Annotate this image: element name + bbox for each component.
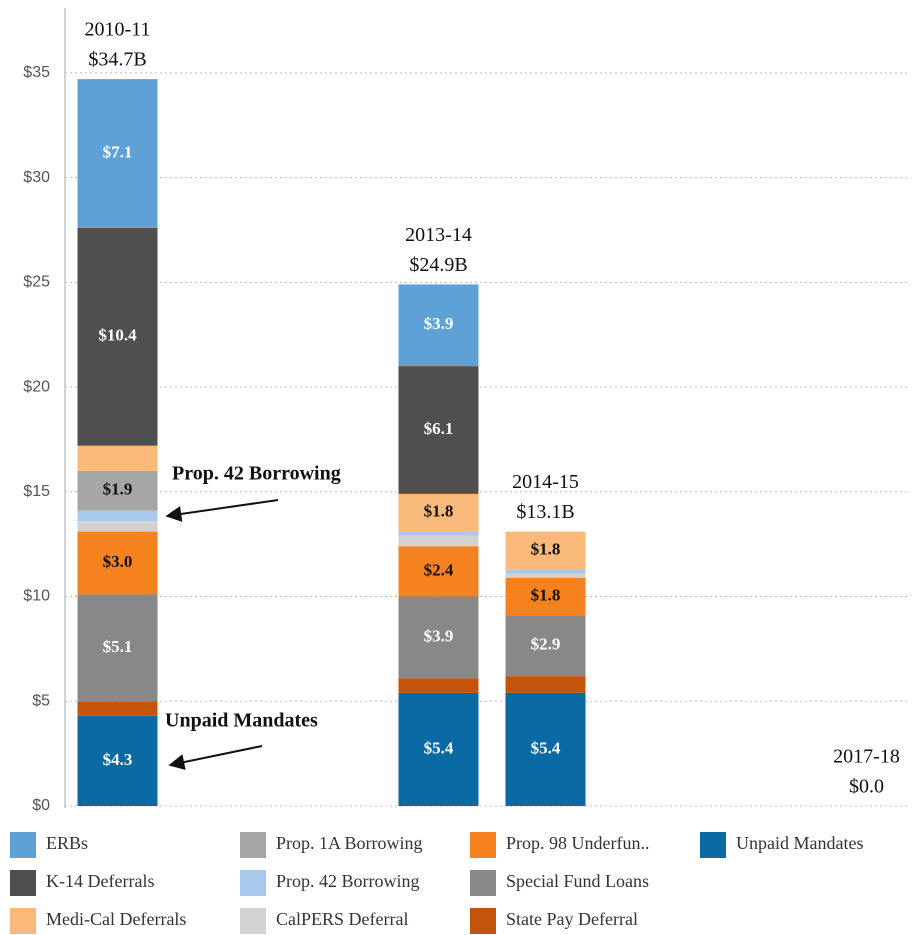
data-label: $7.1 bbox=[103, 142, 133, 161]
bar-segment bbox=[505, 531, 586, 570]
data-label: $1.8 bbox=[531, 539, 561, 558]
bar-segment bbox=[77, 521, 158, 532]
plot-area: $0 $5 $10 $15 $20 $25 $30 $35 $4.3 $5.1 $3.0 $1.9 $1… bbox=[23, 19, 910, 814]
bar-segment bbox=[505, 569, 586, 574]
data-label: $2.9 bbox=[531, 635, 561, 654]
annotation: Prop. 42 Borrowing bbox=[172, 463, 341, 485]
data-label: $1.9 bbox=[103, 480, 133, 499]
data-label: $4.3 bbox=[103, 750, 133, 769]
data-label: $3.9 bbox=[424, 314, 454, 333]
legend-swatch bbox=[700, 832, 726, 858]
category-label: 2013-14 bbox=[405, 224, 472, 246]
total-label: $0.0 bbox=[849, 776, 884, 798]
data-label: $6.1 bbox=[424, 419, 454, 438]
bar-segment bbox=[398, 596, 479, 679]
data-label: $1.8 bbox=[424, 502, 454, 521]
category-label: 2014-15 bbox=[512, 471, 579, 493]
legend-label: Prop. 42 Borrowing bbox=[276, 871, 420, 891]
bar-segment bbox=[398, 493, 479, 532]
bar-segment bbox=[505, 577, 586, 616]
bar-segment bbox=[505, 615, 586, 677]
bar-segment bbox=[398, 366, 479, 494]
annotation: Unpaid Mandates bbox=[165, 710, 318, 732]
data-label: $1.8 bbox=[531, 585, 561, 604]
legend-label: Unpaid Mandates bbox=[736, 833, 863, 853]
total-label: $13.1B bbox=[516, 501, 574, 523]
bar-segment bbox=[398, 531, 479, 536]
annotation-arrow bbox=[165, 499, 279, 522]
bar-segment bbox=[77, 227, 158, 446]
legend-label: Medi-Cal Deferrals bbox=[46, 909, 186, 929]
bar-segment bbox=[77, 445, 158, 471]
bar-segment bbox=[77, 470, 158, 511]
legend: ERBs K-14 Deferrals Medi-Cal Deferrals Prop… bbox=[10, 832, 863, 934]
legend-swatch bbox=[240, 908, 266, 934]
legend-swatch bbox=[240, 832, 266, 858]
bar-segment bbox=[77, 531, 158, 595]
legend-swatch bbox=[10, 832, 36, 858]
data-label: $3.0 bbox=[103, 552, 133, 571]
bar-segment bbox=[398, 692, 479, 806]
bar-segment bbox=[398, 284, 479, 367]
bar-segment bbox=[398, 535, 479, 547]
bar-segment bbox=[505, 676, 586, 693]
data-label: $5.4 bbox=[531, 738, 561, 757]
legend-swatch bbox=[470, 870, 496, 896]
bar-segment bbox=[77, 715, 158, 806]
y-tick-label: $35 bbox=[23, 64, 50, 81]
y-tick-label: $30 bbox=[23, 169, 50, 186]
legend-label: K-14 Deferrals bbox=[46, 871, 154, 891]
legend-swatch bbox=[10, 908, 36, 934]
legend-label: Prop. 1A Borrowing bbox=[276, 833, 423, 853]
legend-swatch bbox=[240, 870, 266, 896]
data-label: $3.9 bbox=[424, 626, 454, 645]
legend-label: ERBs bbox=[46, 833, 88, 853]
y-tick-label: $15 bbox=[23, 483, 50, 500]
bar-segment bbox=[505, 692, 586, 806]
data-label: $10.4 bbox=[98, 326, 137, 345]
y-tick-label: $25 bbox=[23, 274, 50, 291]
legend-label: Prop. 98 Underfun.. bbox=[506, 833, 649, 853]
bar-segment bbox=[77, 79, 158, 228]
legend-label: State Pay Deferral bbox=[506, 909, 638, 929]
legend-label: CalPERS Deferral bbox=[276, 909, 408, 929]
legend-swatch bbox=[470, 832, 496, 858]
y-tick-label: $10 bbox=[23, 588, 50, 605]
total-label: $34.7B bbox=[88, 49, 146, 71]
bar-segment bbox=[505, 573, 586, 578]
legend-swatch bbox=[470, 908, 496, 934]
data-label: $5.1 bbox=[103, 637, 133, 656]
y-tick-label: $5 bbox=[32, 692, 50, 709]
annotation-arrow bbox=[168, 745, 263, 770]
legend-swatch bbox=[10, 870, 36, 896]
category-label: 2010-11 bbox=[85, 19, 151, 41]
data-label: $2.4 bbox=[424, 560, 454, 579]
bar-segment bbox=[77, 594, 158, 702]
data-label: $5.4 bbox=[424, 738, 454, 757]
bar-segment bbox=[77, 701, 158, 716]
legend-label: Special Fund Loans bbox=[506, 871, 649, 891]
y-tick-label: $0 bbox=[32, 797, 50, 814]
total-label: $24.9B bbox=[409, 254, 467, 276]
category-label: 2017-18 bbox=[833, 746, 900, 768]
bar-segment bbox=[398, 546, 479, 597]
bar-segment bbox=[77, 510, 158, 522]
bar-segment bbox=[398, 678, 479, 693]
y-tick-label: $20 bbox=[23, 378, 50, 395]
